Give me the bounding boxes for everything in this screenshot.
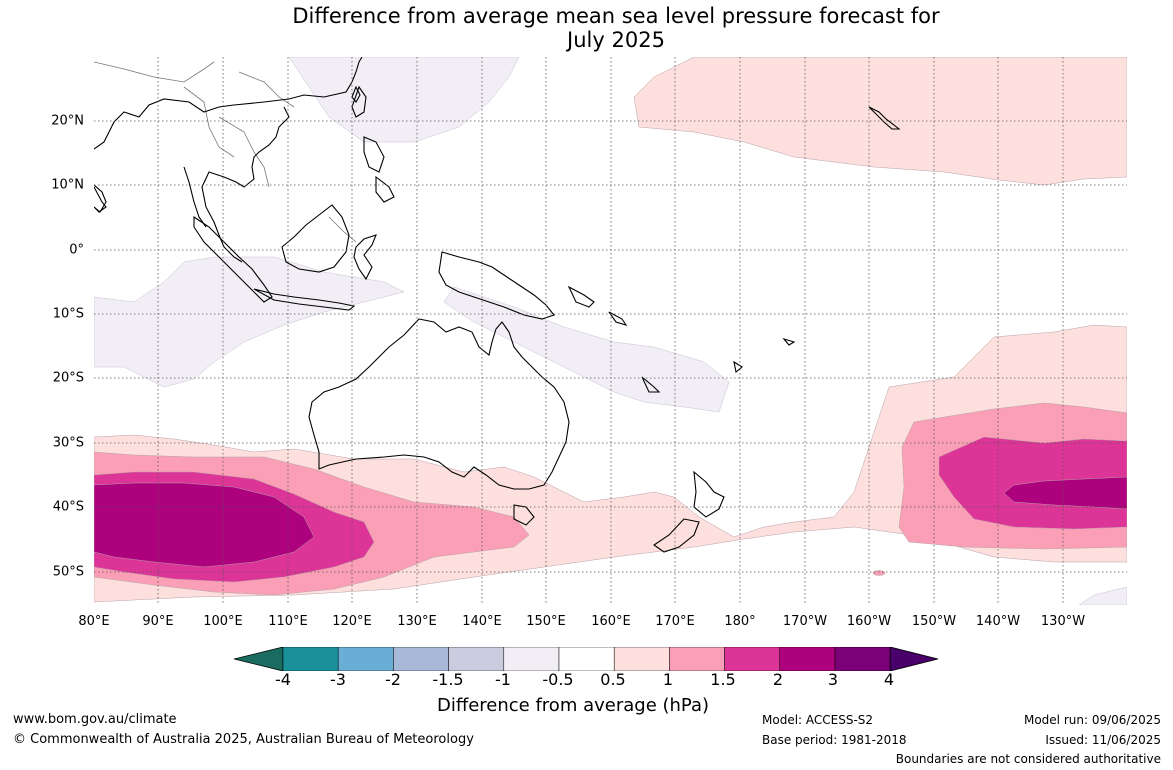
map-area	[94, 57, 1127, 605]
lon-label-180: 180°	[724, 614, 756, 629]
colorbar-tick: -4	[275, 670, 291, 689]
colorbar-tick: 2	[772, 670, 784, 689]
lon-label-80e: 80°E	[78, 614, 110, 629]
map-svg	[94, 57, 1127, 605]
model-text: Model: ACCESS-S2	[762, 713, 874, 727]
colorbar-bin	[503, 647, 560, 671]
colorbar-segments	[234, 647, 939, 671]
lon-label-160w: 160°W	[846, 614, 892, 629]
lat-label-40s: 40°S	[52, 499, 84, 515]
colorbar-bin	[613, 647, 670, 671]
australia-coast	[308, 318, 570, 490]
lon-label-140w: 140°W	[975, 614, 1021, 629]
issued-text: Issued: 11/06/2025	[1045, 733, 1161, 747]
lat-label-0: 0°	[69, 242, 84, 258]
coastlines	[94, 57, 901, 553]
lon-label-140e: 140°E	[462, 614, 502, 629]
colorbar-tick: -0.5	[542, 670, 574, 689]
lon-label-150w: 150°W	[911, 614, 957, 629]
colorbar-bin	[448, 647, 505, 671]
colorbar-bin	[337, 647, 394, 671]
lat-label-20n: 20°N	[51, 113, 84, 129]
model-run-text: Model run: 09/06/2025	[1023, 713, 1161, 727]
colorbar-bin	[393, 647, 449, 671]
colorbar-tick: 3	[827, 670, 839, 689]
lat-label-10n: 10°N	[51, 177, 84, 193]
lat-label-10s: 10°S	[52, 306, 84, 322]
colorbar-tick: -3	[330, 670, 346, 689]
colorbar-tick: 1.5	[710, 670, 736, 689]
colorbar-label: Difference from average (hPa)	[436, 695, 710, 716]
colorbar-tick: 4	[883, 670, 895, 689]
lat-label-30s: 30°S	[52, 435, 84, 451]
lon-label-110e: 110°E	[268, 614, 308, 629]
title-line-2: July 2025	[567, 28, 665, 52]
colorbar-bin	[724, 647, 781, 671]
colorbar-bin	[558, 647, 615, 671]
website-link[interactable]: www.bom.gov.au/climate	[13, 712, 177, 727]
lon-label-150e: 150°E	[526, 614, 566, 629]
lon-label-170w: 170°W	[782, 614, 828, 629]
colorbar-bin	[669, 647, 725, 671]
map-title: Difference from average mean sea level p…	[0, 4, 1173, 52]
colorbar-extension-low	[234, 647, 284, 671]
positive-anomaly-regions	[94, 57, 1127, 603]
anomaly-2.0-southeast	[1003, 476, 1127, 510]
graticule	[94, 57, 1127, 605]
colorbar	[234, 647, 939, 671]
copyright-text: © Commonwealth of Australia 2025, Austra…	[13, 732, 474, 747]
lon-label-120e: 120°E	[332, 614, 372, 629]
base-period-text: Base period: 1981-2018	[762, 733, 907, 747]
colorbar-tick: -2	[385, 670, 401, 689]
lat-label-50s: 50°S	[52, 564, 84, 580]
lon-label-130w: 130°W	[1040, 614, 1086, 629]
colorbar-bin	[779, 647, 836, 671]
colorbar-bin	[282, 647, 339, 671]
lon-label-170e: 170°E	[655, 614, 695, 629]
lon-label-130e: 130°E	[397, 614, 437, 629]
colorbar-tick: -1.5	[432, 670, 464, 689]
colorbar-tick: 1	[662, 670, 674, 689]
colorbar-bin	[834, 647, 891, 671]
country-boundaries	[94, 61, 357, 243]
anomaly-2.0-southwest	[94, 482, 315, 568]
lon-label-90e: 90°E	[142, 614, 174, 629]
lon-label-160e: 160°E	[591, 614, 631, 629]
colorbar-extension-high	[889, 647, 939, 671]
colorbar-tick: -1	[495, 670, 511, 689]
lon-label-100e: 100°E	[203, 614, 243, 629]
title-line-1: Difference from average mean sea level p…	[292, 4, 940, 28]
colorbar-tick: 0.5	[600, 670, 626, 689]
lat-label-20s: 20°S	[52, 370, 84, 386]
boundaries-disclaimer: Boundaries are not considered authoritat…	[895, 752, 1161, 766]
anomaly-0.5-north-pacific	[633, 57, 1127, 186]
